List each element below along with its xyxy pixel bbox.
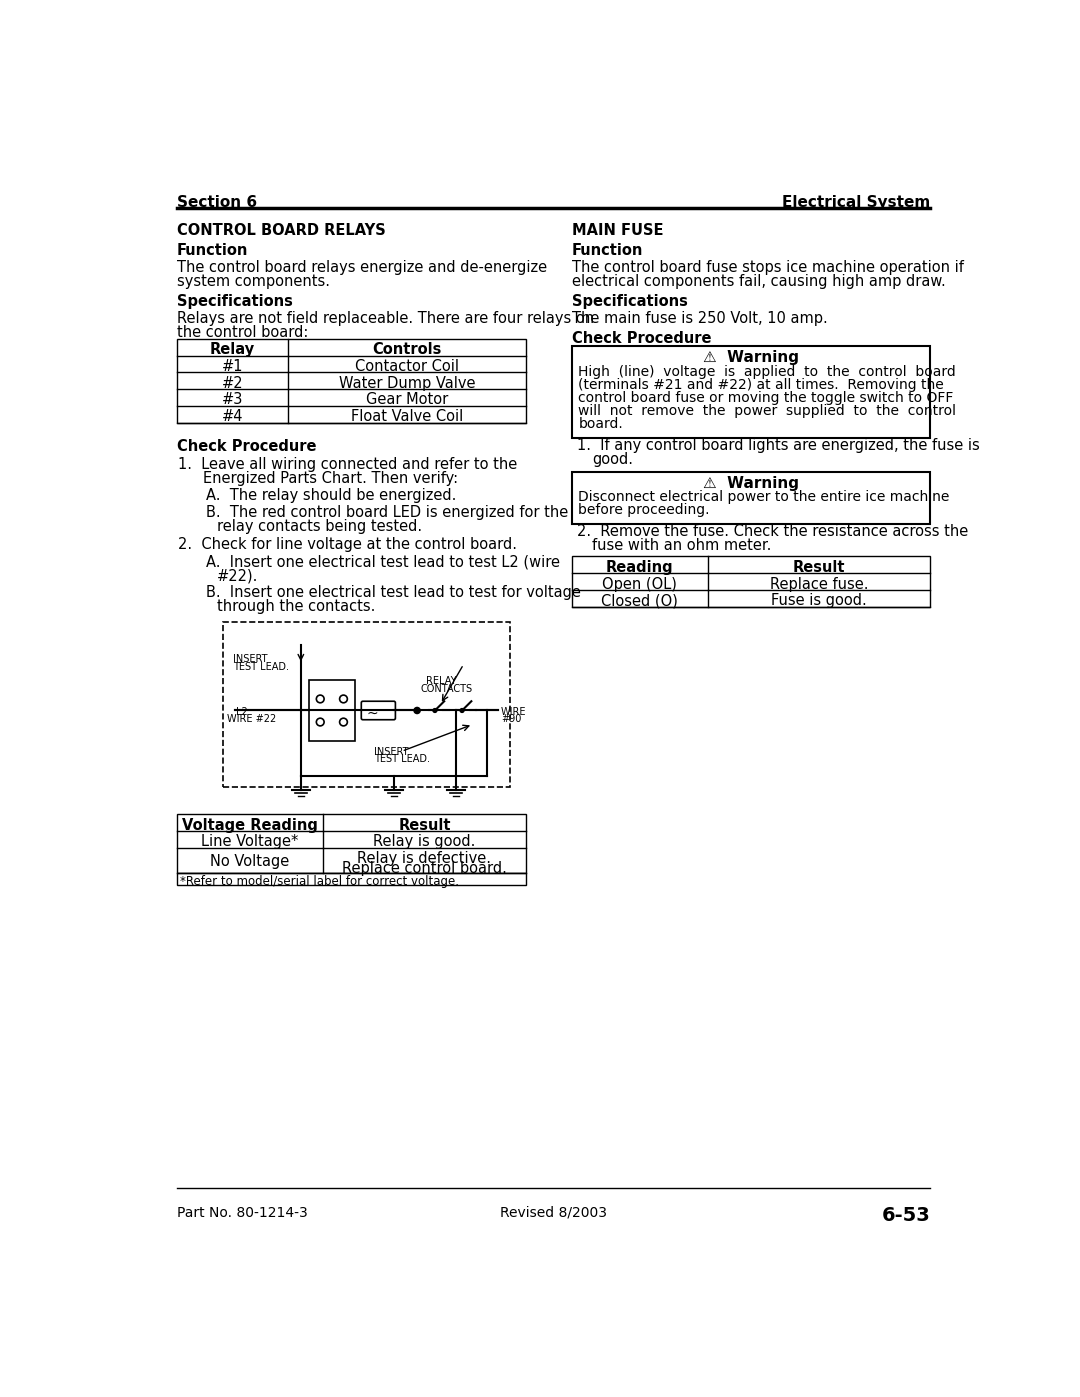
Text: 2.  Remove the fuse. Check the resistance across the: 2. Remove the fuse. Check the resistance… [577,524,968,539]
Text: relay contacts being tested.: relay contacts being tested. [217,518,422,534]
Text: system components.: system components. [177,274,329,289]
Text: CONTROL BOARD RELAYS: CONTROL BOARD RELAYS [177,224,386,237]
Text: WIRE: WIRE [501,707,526,717]
Text: Check Procedure: Check Procedure [177,439,316,454]
Text: Result: Result [793,560,846,574]
Text: *Refer to model/serial label for correct voltage.: *Refer to model/serial label for correct… [180,875,459,887]
Text: 2.  Check for line voltage at the control board.: 2. Check for line voltage at the control… [178,538,517,552]
Text: B.  Insert one electrical test lead to test for voltage: B. Insert one electrical test lead to te… [206,585,581,599]
Text: TEST LEAD.: TEST LEAD. [232,662,288,672]
Text: Line Voltage*: Line Voltage* [201,834,299,849]
Bar [177,873,526,886]
Text: A.  The relay should be energized.: A. The relay should be energized. [206,488,457,503]
Text: Result: Result [399,817,450,833]
Circle shape [433,708,437,712]
Bar [309,680,355,742]
Text: #22).: #22). [217,569,258,583]
Text: Section 6: Section 6 [177,194,257,210]
Text: ⚠  Warning: ⚠ Warning [703,351,799,365]
Bar [572,556,930,608]
Text: fuse with an ohm meter.: fuse with an ohm meter. [592,538,771,553]
Bar [572,346,930,437]
Text: Check Procedure: Check Procedure [572,331,712,346]
Text: Voltage Reading: Voltage Reading [183,817,318,833]
Text: #90: #90 [501,714,522,724]
Text: Water Dump Valve: Water Dump Valve [339,376,475,391]
Text: The control board relays energize and de-energize: The control board relays energize and de… [177,260,546,275]
Text: High  (line)  voltage  is  applied  to  the  control  board: High (line) voltage is applied to the co… [578,365,956,379]
Text: RELAY: RELAY [427,676,457,686]
Bar [224,622,510,788]
Text: Open (OL): Open (OL) [603,577,677,591]
Bar [177,814,526,873]
Text: Relay is defective.: Relay is defective. [357,851,491,866]
Circle shape [414,707,420,714]
Circle shape [460,708,464,712]
Text: INSERT: INSERT [375,746,409,757]
Text: #1: #1 [221,359,243,373]
Text: INSERT: INSERT [232,654,267,665]
Text: Function: Function [177,243,248,258]
Text: Part No. 80-1214-3: Part No. 80-1214-3 [177,1206,308,1220]
Text: Disconnect electrical power to the entire ice machine: Disconnect electrical power to the entir… [578,490,949,504]
Text: Relay: Relay [211,342,255,356]
Text: Function: Function [572,243,644,258]
Text: 1.  If any control board lights are energized, the fuse is: 1. If any control board lights are energ… [577,437,980,453]
Text: Replace control board.: Replace control board. [342,862,507,876]
Text: B.  The red control board LED is energized for the: B. The red control board LED is energize… [206,504,568,520]
Text: A.  Insert one electrical test lead to test L2 (wire: A. Insert one electrical test lead to te… [206,555,561,569]
Text: Closed (O): Closed (O) [602,594,678,609]
Text: Contactor Coil: Contactor Coil [355,359,459,373]
Text: Float Valve Coil: Float Valve Coil [351,409,463,425]
Text: board.: board. [578,418,623,432]
Bar [177,338,526,423]
Text: #4: #4 [221,409,243,425]
Text: MAIN FUSE: MAIN FUSE [572,224,663,237]
Text: Controls: Controls [373,342,442,356]
Text: (terminals #21 and #22) at all times.  Removing the: (terminals #21 and #22) at all times. Re… [578,377,944,391]
Text: #2: #2 [221,376,243,391]
Text: Replace fuse.: Replace fuse. [770,577,868,591]
Text: L2: L2 [235,707,247,717]
Text: 6-53: 6-53 [881,1206,930,1225]
Text: electrical components fail, causing high amp draw.: electrical components fail, causing high… [572,274,946,289]
Text: Relays are not field replaceable. There are four relays on: Relays are not field replaceable. There … [177,312,594,326]
Text: Specifications: Specifications [572,293,688,309]
Text: WIRE #22: WIRE #22 [227,714,276,724]
Text: Specifications: Specifications [177,293,293,309]
Text: Relay is good.: Relay is good. [374,834,475,849]
Text: Electrical System: Electrical System [782,194,930,210]
Text: TEST LEAD.: TEST LEAD. [375,754,431,764]
Text: #3: #3 [222,393,243,408]
Text: will  not  remove  the  power  supplied  to  the  control: will not remove the power supplied to th… [578,404,956,418]
Text: through the contacts.: through the contacts. [217,599,376,613]
Text: 1.  Leave all wiring connected and refer to the: 1. Leave all wiring connected and refer … [178,457,517,472]
Text: the control board:: the control board: [177,324,308,339]
Text: ⚠  Warning: ⚠ Warning [703,475,799,490]
Text: The control board fuse stops ice machine operation if: The control board fuse stops ice machine… [572,260,964,275]
Text: The main fuse is 250 Volt, 10 amp.: The main fuse is 250 Volt, 10 amp. [572,312,828,326]
Bar [572,472,930,524]
Text: ~: ~ [367,707,378,721]
Text: good.: good. [592,451,633,467]
Text: No Voltage: No Voltage [211,855,289,869]
Text: Reading: Reading [606,560,674,574]
Text: control board fuse or moving the toggle switch to OFF: control board fuse or moving the toggle … [578,391,954,405]
Text: before proceeding.: before proceeding. [578,503,710,517]
Text: CONTACTS: CONTACTS [421,683,473,693]
Text: Revised 8/2003: Revised 8/2003 [500,1206,607,1220]
Text: Energized Parts Chart. Then verify:: Energized Parts Chart. Then verify: [203,471,458,486]
FancyBboxPatch shape [362,701,395,719]
Text: Fuse is good.: Fuse is good. [771,594,867,609]
Text: Gear Motor: Gear Motor [366,393,448,408]
